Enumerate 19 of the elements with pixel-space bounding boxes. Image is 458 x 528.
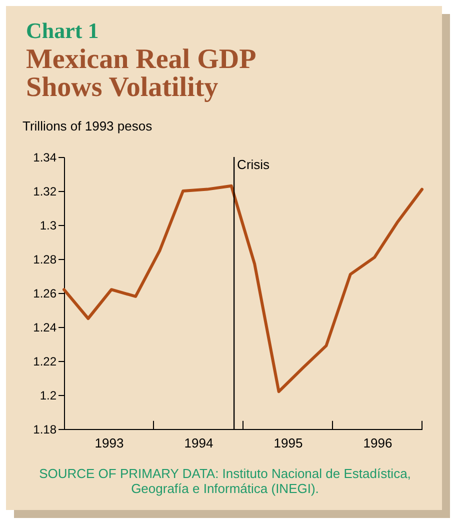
y-tick-label: 1.24 xyxy=(33,320,57,334)
y-tick-label: 1.2 xyxy=(40,388,57,402)
chart-subtitle: Mexican Real GDP Shows Volatility xyxy=(26,44,256,103)
y-tick-label: 1.34 xyxy=(33,150,57,164)
y-tick-label: 1.32 xyxy=(33,184,57,198)
x-tick-label: 1995 xyxy=(274,436,303,450)
y-tick-label: 1.28 xyxy=(33,252,57,266)
x-tick-label: 1994 xyxy=(184,436,214,450)
x-tick-label: 1996 xyxy=(363,436,392,450)
y-tick-label: 1.3 xyxy=(40,218,57,232)
y-tick-label: 1.26 xyxy=(33,286,57,300)
ref-line-label: Crisis xyxy=(237,157,270,172)
y-tick-label: 1.18 xyxy=(33,422,57,436)
line-series xyxy=(62,184,424,394)
x-tick-label: 1993 xyxy=(94,436,124,450)
y-axis-title: Trillions of 1993 pesos xyxy=(22,118,153,134)
source-note: SOURCE OF PRIMARY DATA: Instituto Nacional de Estadística, Geografía e Informática (INEGI). xyxy=(38,466,412,496)
y-tick-label: 1.22 xyxy=(33,354,57,368)
chart-title: Chart 1 xyxy=(26,18,99,44)
